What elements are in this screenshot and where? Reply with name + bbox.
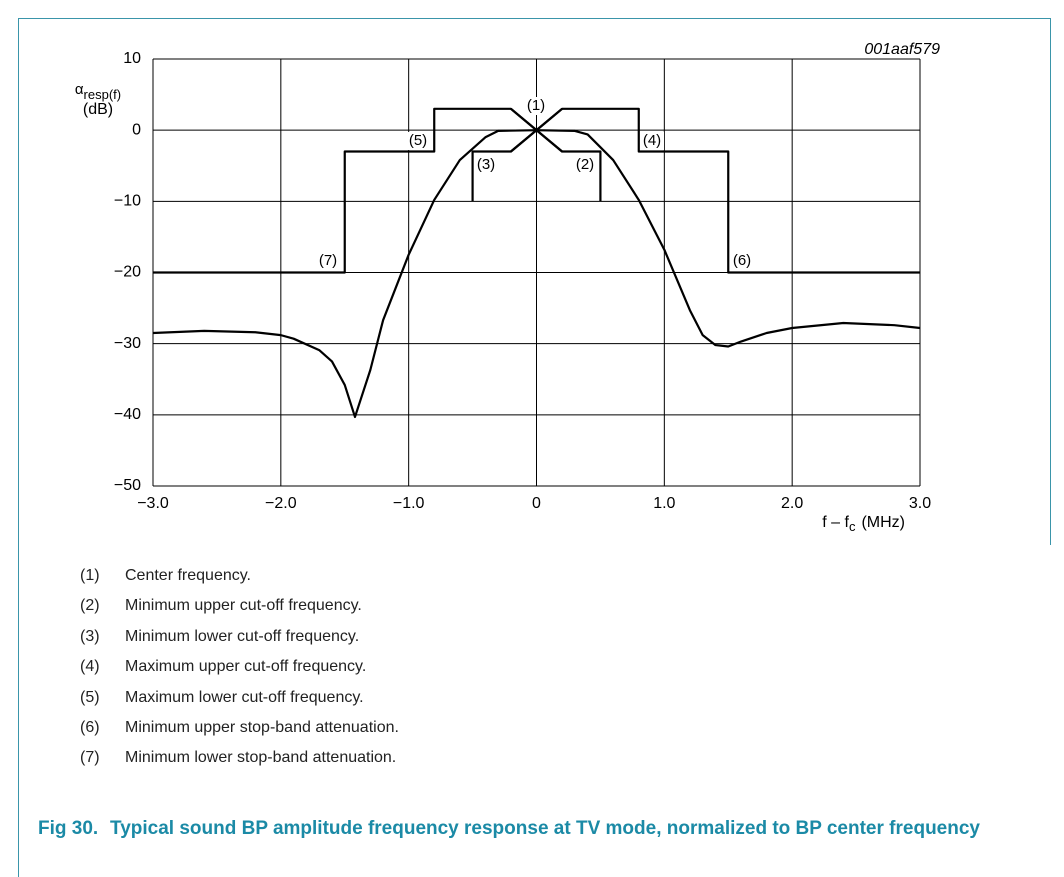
annotation-bg bbox=[316, 252, 340, 270]
note-text: Maximum upper cut-off frequency. bbox=[125, 658, 367, 676]
y-axis-subscript: resp(f) bbox=[84, 87, 122, 102]
note-num: (1) bbox=[80, 567, 100, 584]
caption-label: Fig 30. bbox=[38, 818, 99, 839]
annotation-bg bbox=[730, 252, 754, 270]
series-line bbox=[152, 129, 921, 419]
y-tick-label: −20 bbox=[114, 264, 141, 281]
note-text: Center frequency. bbox=[125, 567, 251, 584]
annotation: (4) bbox=[643, 132, 661, 149]
note-num: (2) bbox=[80, 597, 100, 615]
note: (2) Minimum upper cut-off frequency. bbox=[80, 597, 362, 615]
y-tick-label: −30 bbox=[114, 335, 141, 352]
figure-code: 001aaf579 bbox=[864, 41, 940, 58]
annotation-bg bbox=[406, 132, 430, 150]
caption-text: Typical sound BP amplitude frequency res… bbox=[110, 818, 980, 839]
frame-border bbox=[18, 18, 1051, 877]
annotation: (2) bbox=[576, 156, 594, 173]
y-tick-label: −50 bbox=[114, 477, 141, 494]
annotation: (5) bbox=[409, 132, 427, 149]
annotation: (1) bbox=[527, 97, 545, 114]
y-tick-label: 10 bbox=[123, 50, 141, 67]
note-num: (3) bbox=[80, 627, 100, 645]
note-num: (4) bbox=[80, 658, 100, 676]
note: (3) Minimum lower cut-off frequency. bbox=[80, 628, 359, 646]
note-num: (7) bbox=[80, 749, 100, 767]
annotation: (3) bbox=[477, 156, 495, 173]
annotation-bg bbox=[524, 97, 548, 115]
annotation: (6) bbox=[733, 252, 751, 269]
annotation-bg bbox=[474, 156, 498, 174]
x-tick-label: 3.0 bbox=[909, 495, 931, 512]
note: (6) Minimum upper stop-band attenuation. bbox=[80, 719, 399, 737]
note-text: Minimum lower cut-off frequency. bbox=[125, 627, 360, 645]
note-text: Maximum lower cut-off frequency. bbox=[125, 688, 364, 706]
caption: Fig 30. Typical sound BP amplitude freque… bbox=[38, 816, 1038, 841]
note-text: Minimum upper cut-off frequency. bbox=[125, 597, 362, 615]
x-axis-subscript: c bbox=[849, 519, 856, 534]
y-axis-unit: (dB) bbox=[83, 101, 113, 118]
note-text: Minimum lower stop-band attenuation. bbox=[125, 749, 397, 767]
y-tick-label: −40 bbox=[114, 406, 141, 423]
x-tick-label: −1.0 bbox=[393, 495, 425, 512]
note: (4) Maximum upper cut-off frequency. bbox=[80, 658, 366, 676]
y-axis-label: αresp(f) bbox=[75, 81, 121, 102]
note-num: (5) bbox=[80, 688, 100, 706]
note-text: Minimum upper stop-band attenuation. bbox=[125, 719, 399, 736]
x-tick-label: −3.0 bbox=[137, 495, 169, 512]
x-axis-label: f – fc (MHz) bbox=[822, 514, 905, 534]
note-num: (6) bbox=[80, 719, 100, 736]
note: (1) Center frequency. bbox=[80, 567, 251, 585]
y-tick-label: −10 bbox=[114, 193, 141, 210]
y-axis-symbol: α bbox=[75, 81, 84, 98]
x-tick-label: 2.0 bbox=[781, 495, 803, 512]
x-axis-unit: (MHz) bbox=[861, 514, 905, 531]
note: (5) Maximum lower cut-off frequency. bbox=[80, 689, 364, 707]
y-tick-label: 0 bbox=[132, 121, 141, 138]
x-tick-label: −2.0 bbox=[265, 495, 297, 512]
annotation: (7) bbox=[319, 252, 337, 269]
note: (7) Minimum lower stop-band attenuation. bbox=[80, 749, 396, 767]
annotation-bg bbox=[640, 132, 664, 150]
annotation-bg bbox=[573, 156, 597, 174]
x-axis-main: f – f bbox=[822, 514, 849, 531]
x-tick-label: 1.0 bbox=[653, 495, 675, 512]
x-tick-label: 0 bbox=[532, 495, 541, 512]
